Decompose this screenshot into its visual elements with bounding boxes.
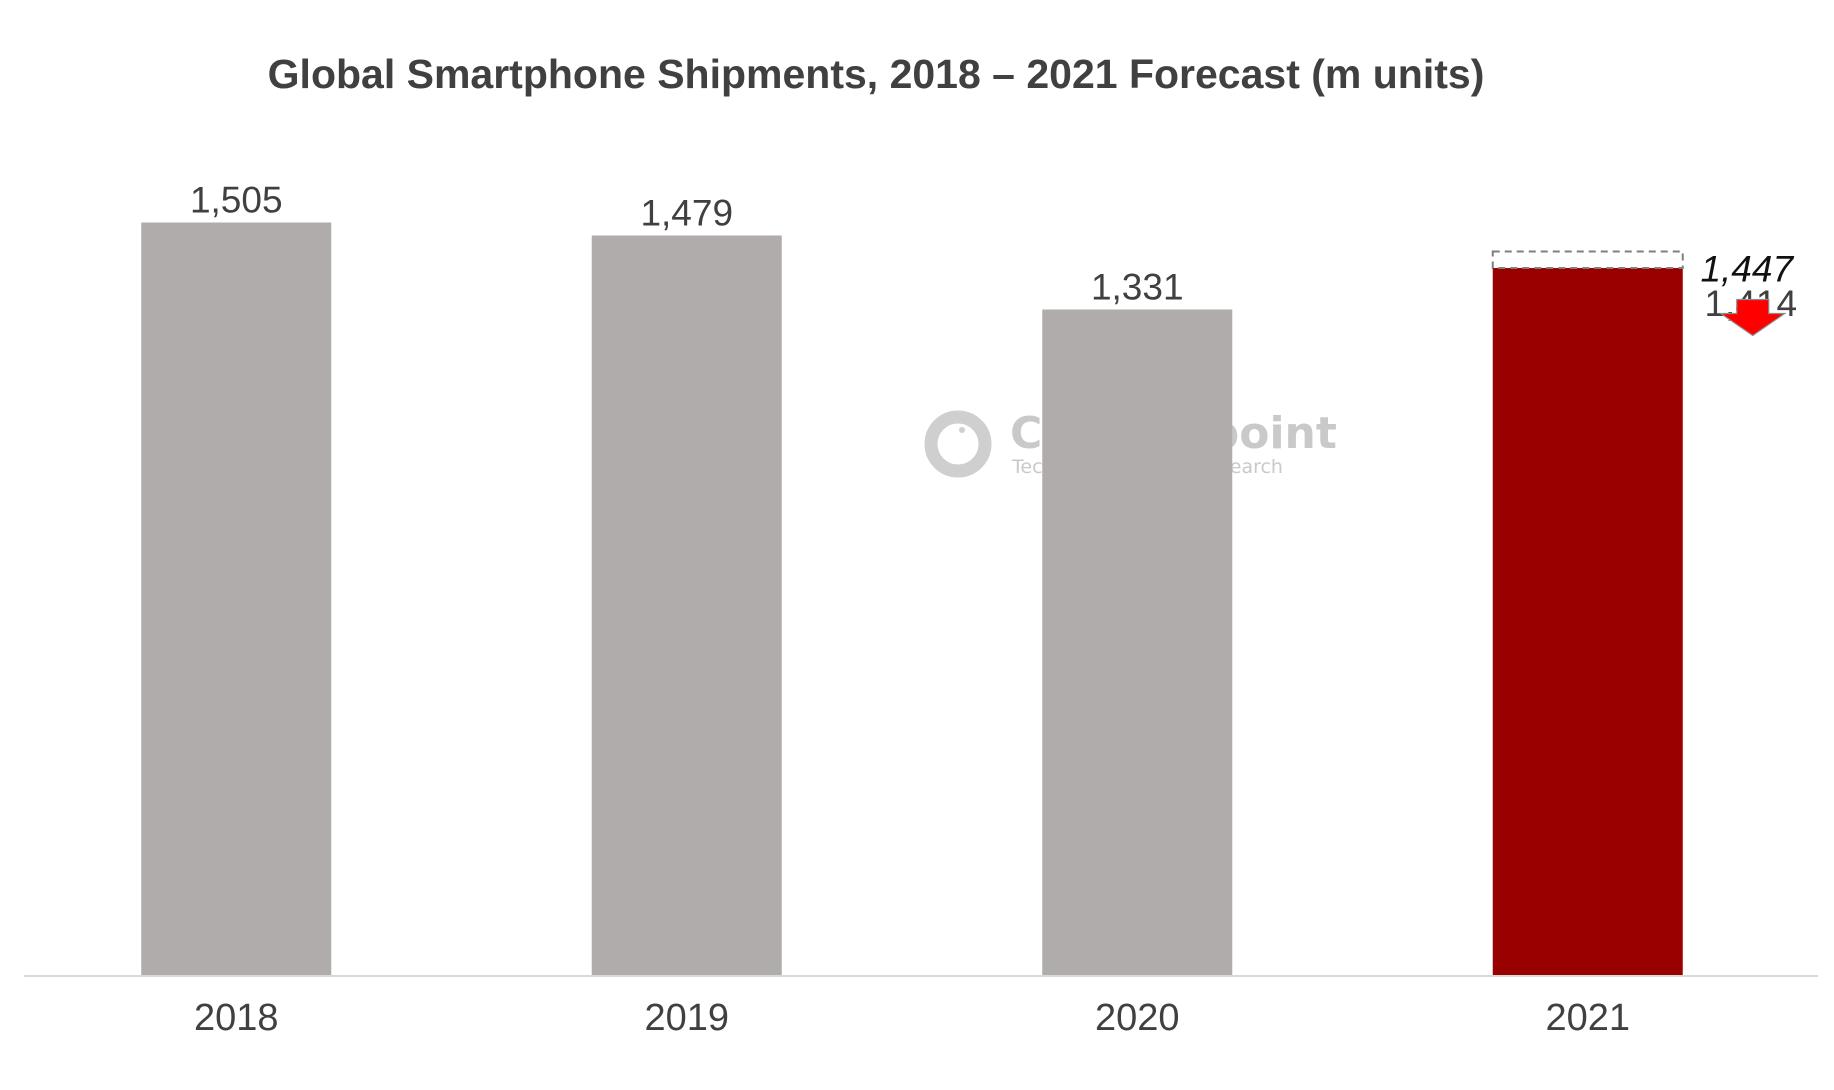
data-label-2020: 1,331 [1091,267,1184,308]
x-tick-label-2019: 2019 [644,997,729,1039]
bars-layer [141,222,1684,975]
x-tick-label-2020: 2020 [1095,997,1180,1039]
x-axis: 2018 2019 2020 2021 [24,975,1818,1039]
data-label-2018: 1,505 [190,180,283,221]
bar-2018 [141,222,332,975]
x-tick-label-2018: 2018 [194,997,279,1039]
counterpoint-logo-icon [924,410,992,478]
previous-forecast-label: 1,447 [1700,249,1794,290]
chart-title: Global Smartphone Shipments, 2018 – 2021… [268,51,1485,97]
bar-2020 [1042,309,1233,975]
x-tick-label-2021: 2021 [1545,997,1630,1039]
down-arrow-icon [1718,298,1787,337]
data-label-2019: 1,479 [640,193,733,234]
bar-2021 [1492,268,1683,975]
bar-2019 [591,235,782,975]
previous-forecast-outline [1491,250,1684,269]
